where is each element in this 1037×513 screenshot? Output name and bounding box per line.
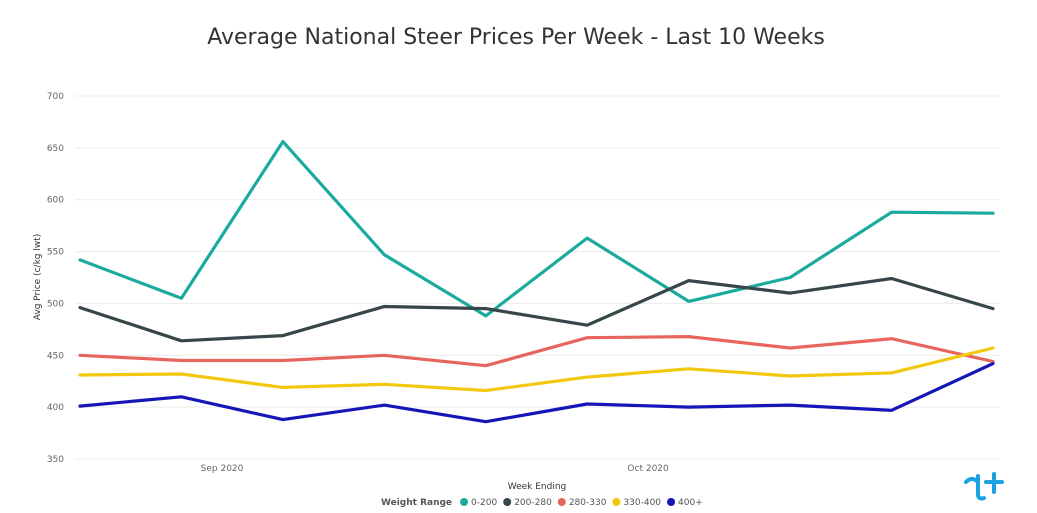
series-line-330-400 xyxy=(78,346,995,393)
data-point xyxy=(78,258,82,262)
data-point xyxy=(383,403,386,407)
data-point xyxy=(281,386,285,389)
legend-label: 330-400 xyxy=(623,498,661,508)
y-tick-label: 550 xyxy=(47,248,64,258)
data-point xyxy=(788,276,792,279)
data-point xyxy=(991,362,995,365)
data-point xyxy=(687,300,690,303)
data-point xyxy=(180,359,183,362)
y-axis-ticks: 700 650 600 550 500 450 400 350 xyxy=(47,92,64,465)
x-tick-label: Oct 2020 xyxy=(627,464,669,474)
data-point xyxy=(890,409,893,412)
data-point xyxy=(788,374,792,378)
data-point xyxy=(180,297,183,300)
legend-label: 400+ xyxy=(678,498,703,508)
data-point xyxy=(484,314,487,318)
data-point xyxy=(281,359,285,362)
data-point xyxy=(484,389,487,392)
legend-marker xyxy=(503,498,512,506)
y-tick-label: 450 xyxy=(47,351,64,361)
data-point xyxy=(383,305,386,308)
legend-label: 280-330 xyxy=(569,498,607,508)
y-tick-label: 700 xyxy=(47,92,64,102)
data-point xyxy=(890,371,893,375)
data-point xyxy=(180,395,183,398)
x-tick-label: Sep 2020 xyxy=(201,464,244,474)
data-point xyxy=(687,405,690,409)
data-point xyxy=(484,364,487,367)
series-line-0-200 xyxy=(78,140,995,318)
data-point xyxy=(383,383,386,386)
data-point xyxy=(484,420,487,423)
series-line-200-280 xyxy=(78,276,995,343)
data-point xyxy=(991,307,995,310)
data-point xyxy=(991,211,995,215)
data-point xyxy=(890,210,893,214)
data-point xyxy=(78,306,82,309)
data-point xyxy=(586,336,589,339)
x-axis-title: Week Ending xyxy=(508,482,567,492)
data-point xyxy=(788,291,792,295)
data-point xyxy=(78,404,82,408)
data-point xyxy=(991,346,995,350)
data-point xyxy=(484,307,487,310)
data-point xyxy=(586,324,589,327)
y-tick-label: 350 xyxy=(47,455,64,465)
data-point xyxy=(281,140,285,143)
data-point xyxy=(78,373,82,377)
data-point xyxy=(586,402,589,406)
data-point xyxy=(383,253,386,256)
legend-marker xyxy=(460,498,469,506)
legend: Weight Range 0-200 200-280 280-330 330-400 4… xyxy=(381,498,703,508)
data-point xyxy=(687,279,690,282)
x-axis-ticks: Sep 2020 Oct 2020 xyxy=(201,464,669,474)
data-point xyxy=(890,337,893,340)
legend-label: 200-280 xyxy=(514,498,552,508)
data-point xyxy=(586,375,589,379)
chart-title: Average National Steer Prices Per Week -… xyxy=(207,25,825,50)
y-axis-title: Avg Price (c/kg lwt) xyxy=(33,234,43,321)
data-point xyxy=(788,403,792,407)
y-tick-label: 650 xyxy=(47,144,64,154)
legend-title: Weight Range xyxy=(381,498,452,508)
data-point xyxy=(281,334,285,337)
y-tick-label: 400 xyxy=(47,403,64,413)
data-point xyxy=(180,339,183,342)
data-point xyxy=(586,236,589,240)
data-point xyxy=(78,354,82,357)
series-lines xyxy=(78,140,995,424)
legend-marker xyxy=(667,498,676,506)
data-point xyxy=(180,372,183,376)
series-line-400+ xyxy=(78,362,995,424)
data-point xyxy=(687,335,690,338)
data-point xyxy=(687,367,690,370)
series-line-280-330 xyxy=(78,335,995,368)
data-point xyxy=(788,346,792,350)
legend-marker xyxy=(612,498,621,506)
data-point xyxy=(281,418,285,421)
legend-marker xyxy=(557,498,566,506)
y-tick-label: 600 xyxy=(47,196,64,206)
tick-logo-icon xyxy=(964,472,1004,501)
y-tick-label: 500 xyxy=(47,299,64,309)
data-point xyxy=(991,360,995,363)
legend-label: 0-200 xyxy=(471,498,497,508)
data-point xyxy=(890,277,893,280)
data-point xyxy=(383,354,386,357)
